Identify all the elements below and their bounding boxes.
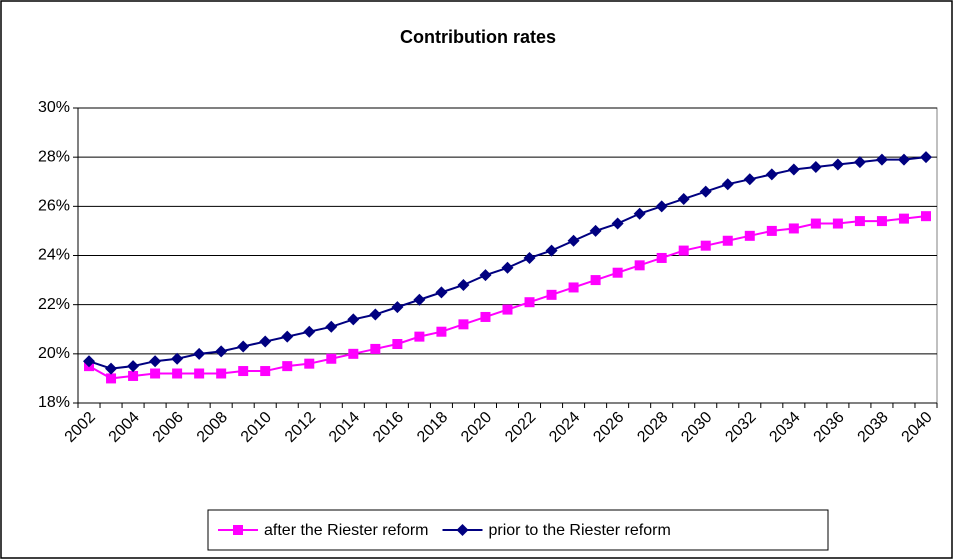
data-point — [326, 353, 337, 364]
data-point — [809, 161, 822, 173]
y-tick-label: 26% — [38, 198, 70, 215]
data-point — [502, 304, 513, 315]
data-point — [589, 224, 602, 237]
y-tick-label: 18% — [38, 394, 70, 411]
data-point — [458, 319, 469, 330]
legend-swatch — [456, 524, 469, 536]
data-point — [810, 218, 821, 229]
data-point — [568, 282, 579, 293]
data-point — [105, 362, 118, 375]
y-tick-label: 20% — [38, 345, 70, 362]
data-point — [172, 368, 183, 379]
data-point — [347, 313, 360, 326]
data-point — [765, 168, 778, 181]
data-point — [501, 261, 514, 274]
data-point — [370, 343, 381, 354]
y-tick-label: 24% — [38, 247, 70, 264]
data-point — [259, 335, 272, 348]
data-point — [744, 230, 755, 241]
data-point — [766, 225, 777, 236]
data-point — [479, 269, 492, 282]
y-tick-label: 30% — [38, 99, 70, 116]
data-point — [216, 368, 227, 379]
y-tick-label: 28% — [38, 148, 70, 165]
data-point — [413, 293, 426, 306]
data-point — [325, 320, 338, 333]
legend-label: prior to the Riester reform — [489, 522, 671, 539]
y-tick-label: 22% — [38, 296, 70, 313]
data-point — [656, 252, 667, 263]
data-point — [127, 360, 140, 373]
data-point — [304, 358, 315, 369]
data-point — [655, 200, 668, 213]
data-point — [853, 156, 866, 169]
data-point — [171, 352, 184, 365]
data-point — [590, 275, 601, 286]
data-point — [457, 279, 470, 291]
data-point — [920, 211, 931, 222]
legend — [207, 509, 829, 551]
data-point — [567, 234, 580, 247]
data-point — [414, 331, 425, 342]
data-point — [633, 207, 646, 220]
data-point — [150, 368, 161, 379]
data-point — [634, 260, 645, 271]
data-point — [876, 216, 887, 227]
data-point — [149, 355, 162, 368]
data-point — [854, 216, 865, 227]
data-point — [700, 240, 711, 251]
data-point — [369, 308, 382, 321]
data-point — [282, 361, 293, 372]
data-point — [831, 158, 844, 171]
data-point — [524, 297, 535, 308]
data-point — [722, 235, 733, 246]
data-point — [193, 347, 206, 360]
data-point — [743, 173, 756, 186]
data-point — [436, 326, 447, 337]
chart-title: Contribution rates — [400, 27, 556, 47]
data-point — [611, 217, 624, 230]
data-point — [348, 348, 359, 359]
data-point — [832, 218, 843, 229]
data-point — [281, 330, 294, 343]
data-point — [678, 245, 689, 256]
data-point — [677, 192, 690, 205]
legend-label: after the Riester reform — [264, 522, 429, 539]
data-point — [897, 153, 910, 166]
data-point — [546, 289, 557, 300]
data-point — [545, 244, 558, 257]
data-point — [721, 178, 734, 191]
data-point — [238, 366, 249, 377]
data-point — [83, 355, 96, 368]
data-point — [260, 366, 271, 377]
data-point — [480, 311, 491, 322]
data-point — [128, 370, 139, 381]
data-point — [898, 213, 909, 224]
data-point — [612, 267, 623, 278]
legend-swatch — [233, 525, 243, 535]
data-point — [787, 163, 800, 176]
data-point — [194, 368, 205, 379]
data-point — [215, 345, 228, 358]
data-point — [237, 340, 250, 353]
data-point — [391, 301, 404, 314]
data-point — [392, 339, 403, 349]
data-point — [919, 151, 932, 164]
data-point — [523, 251, 536, 264]
data-point — [303, 325, 316, 338]
data-point — [875, 153, 888, 166]
data-point — [699, 185, 712, 198]
data-point — [106, 373, 117, 384]
data-point — [435, 286, 448, 299]
data-point — [788, 223, 799, 234]
